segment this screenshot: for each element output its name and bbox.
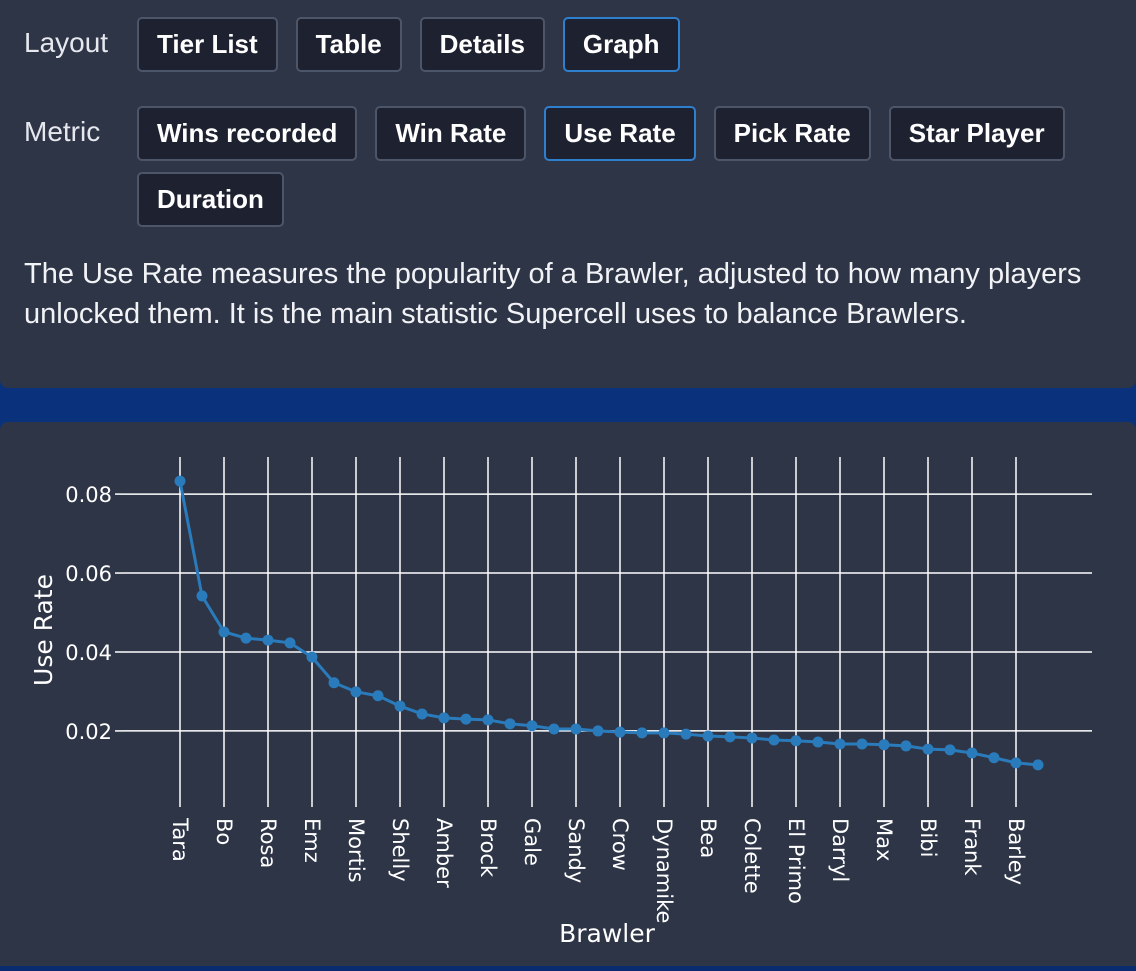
point bbox=[416, 708, 428, 720]
x-tick-label: Max bbox=[872, 818, 896, 861]
point bbox=[196, 590, 208, 602]
point bbox=[834, 738, 846, 750]
point bbox=[438, 712, 450, 724]
controls-panel: Layout Tier List Table Details Graph Metric… bbox=[0, 0, 1136, 388]
metric-button[interactable]: Pick Rate bbox=[713, 106, 871, 161]
y-tick-label: 0.06 bbox=[65, 562, 112, 586]
point bbox=[482, 714, 494, 726]
metric-options: Wins recorded Win Rate Use Rate Pick Rate St… bbox=[137, 106, 1077, 227]
x-tick-label: Darryl bbox=[828, 818, 852, 882]
layout-options: Tier List Table Details Graph bbox=[137, 17, 1077, 72]
point bbox=[372, 690, 384, 702]
x-tick-label: Mortis bbox=[344, 818, 368, 883]
layout-button[interactable]: Tier List bbox=[137, 17, 278, 72]
point bbox=[724, 731, 736, 743]
x-tick-label: Amber bbox=[432, 818, 456, 888]
metric-button[interactable]: Star Player bbox=[888, 106, 1065, 161]
point bbox=[680, 728, 692, 740]
x-tick-label: Dynamike bbox=[652, 818, 676, 923]
x-tick-label: Tara bbox=[168, 817, 192, 862]
description: The Use Rate measures the popularity of … bbox=[24, 258, 1082, 330]
point bbox=[328, 677, 340, 689]
x-tick-label: Colette bbox=[740, 818, 764, 894]
x-tick-label: Brock bbox=[476, 818, 500, 878]
y-tick-label: 0.08 bbox=[65, 483, 112, 507]
point bbox=[614, 726, 626, 738]
x-tick-label: Crow bbox=[608, 818, 632, 871]
y-axis-label: Use Rate bbox=[29, 574, 58, 686]
point bbox=[262, 634, 274, 646]
point bbox=[350, 686, 362, 698]
point bbox=[174, 475, 186, 487]
point bbox=[900, 740, 912, 752]
point bbox=[944, 744, 956, 756]
point bbox=[746, 732, 758, 744]
x-tick-label: Gale bbox=[520, 818, 544, 866]
point bbox=[702, 730, 714, 742]
x-tick-label: Barley bbox=[1004, 818, 1028, 885]
point bbox=[812, 736, 824, 748]
x-axis-label: Brawler bbox=[559, 919, 656, 948]
x-tick-label: Emz bbox=[300, 818, 324, 863]
x-tick-label: Bea bbox=[696, 818, 720, 858]
metric-button[interactable]: Use Rate bbox=[544, 106, 696, 161]
chart-panel: 0.02 0.04 0.06 0.08 Tara Bo Rosa Emz Mortis Shell… bbox=[0, 422, 1136, 966]
x-tick-label: Bo bbox=[212, 818, 236, 845]
point bbox=[1032, 759, 1044, 771]
point bbox=[856, 738, 868, 750]
point bbox=[878, 739, 890, 751]
y-tick-label: 0.02 bbox=[65, 720, 112, 744]
point bbox=[548, 723, 560, 735]
point bbox=[1010, 757, 1022, 769]
layout-button[interactable]: Table bbox=[295, 17, 402, 72]
y-tick-label: 0.04 bbox=[65, 641, 112, 665]
x-tick-label: Shelly bbox=[388, 818, 412, 882]
x-tick-label: Frank bbox=[960, 818, 984, 876]
point bbox=[592, 725, 604, 737]
point bbox=[504, 718, 516, 730]
x-tick-label: Bibi bbox=[916, 818, 940, 857]
point bbox=[988, 752, 1000, 764]
layout-button[interactable]: Details bbox=[419, 17, 545, 72]
metric-button[interactable]: Wins recorded bbox=[137, 106, 358, 161]
x-tick-label: El Primo bbox=[784, 818, 808, 904]
layout-label: Layout bbox=[24, 27, 109, 58]
x-tick-label: Sandy bbox=[564, 818, 588, 883]
point bbox=[966, 747, 978, 759]
point bbox=[526, 720, 538, 732]
point bbox=[218, 626, 230, 638]
point bbox=[570, 723, 582, 735]
metric-button[interactable]: Duration bbox=[137, 172, 284, 227]
metric-button[interactable]: Win Rate bbox=[375, 106, 527, 161]
metric-label: Metric bbox=[24, 116, 101, 147]
point bbox=[658, 727, 670, 739]
point bbox=[460, 713, 472, 725]
point bbox=[394, 700, 406, 712]
point bbox=[790, 735, 802, 747]
line bbox=[178, 480, 1039, 767]
layout-button[interactable]: Graph bbox=[562, 17, 680, 72]
point bbox=[306, 651, 318, 663]
x-tick-label: Rosa bbox=[256, 818, 280, 868]
point bbox=[240, 632, 252, 644]
point bbox=[922, 743, 934, 755]
point bbox=[284, 637, 296, 649]
point bbox=[768, 734, 780, 746]
chart: 0.02 0.04 0.06 0.08 Tara Bo Rosa Emz Mortis Shell… bbox=[29, 457, 1092, 948]
point bbox=[636, 727, 648, 739]
